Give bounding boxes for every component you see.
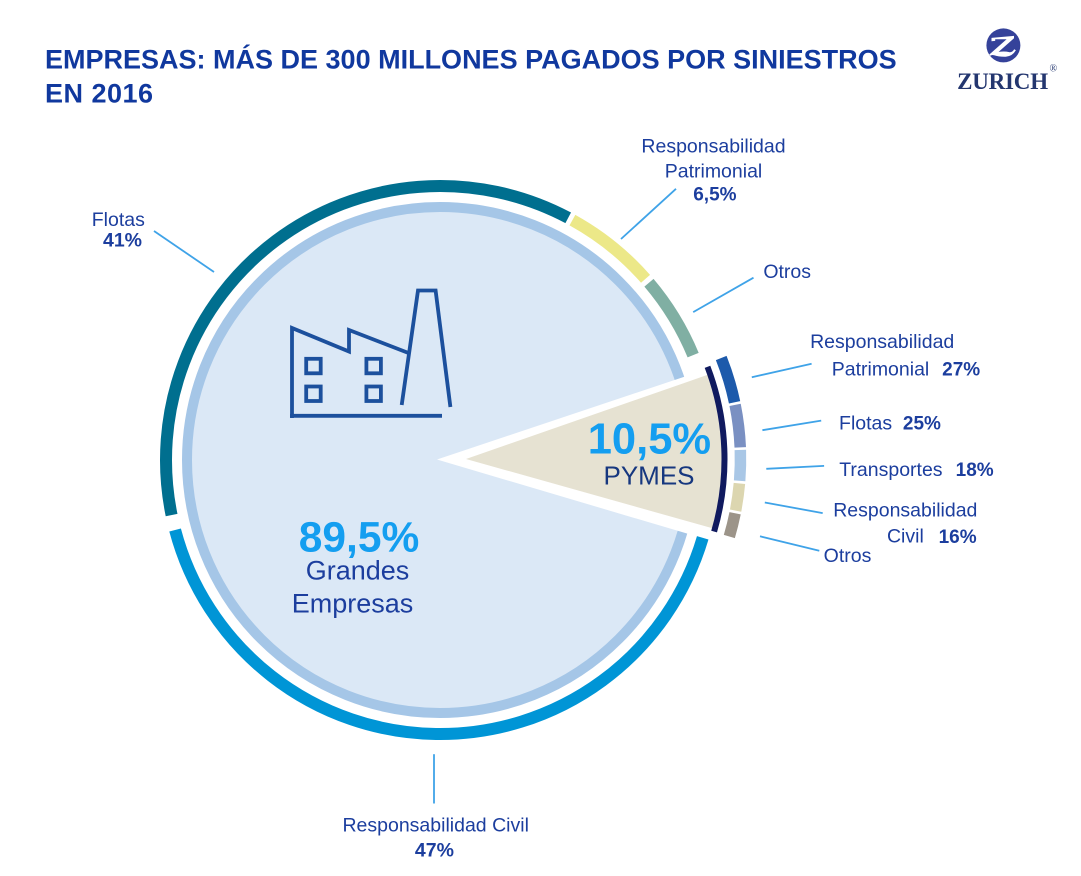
svg-text:Responsabilidad: Responsabilidad xyxy=(833,500,977,522)
svg-text:27%: 27% xyxy=(942,360,980,381)
svg-text:18%: 18% xyxy=(956,460,994,481)
svg-text:Flotas: Flotas xyxy=(92,209,145,231)
svg-text:47%: 47% xyxy=(415,840,454,862)
svg-text:41%: 41% xyxy=(103,229,142,251)
svg-text:Transportes: Transportes xyxy=(839,459,943,481)
svg-text:Patrimonial: Patrimonial xyxy=(665,160,763,182)
svg-text:EMPRESAS: MÁS DE 300 MILLONES: EMPRESAS: MÁS DE 300 MILLONES PAGADOS PO… xyxy=(45,44,897,75)
svg-text:Responsabilidad: Responsabilidad xyxy=(810,331,954,353)
svg-text:89,5%: 89,5% xyxy=(299,515,420,562)
svg-text:PYMES: PYMES xyxy=(603,461,694,491)
svg-text:16%: 16% xyxy=(939,527,977,548)
svg-text:25%: 25% xyxy=(903,414,941,435)
svg-text:Grandes: Grandes xyxy=(306,556,410,586)
svg-text:Patrimonial: Patrimonial xyxy=(832,359,930,381)
svg-text:EN 2016: EN 2016 xyxy=(45,79,154,109)
svg-text:Flotas: Flotas xyxy=(839,413,892,435)
svg-text:ZURICH: ZURICH xyxy=(957,69,1048,94)
svg-text:Responsabilidad Civil: Responsabilidad Civil xyxy=(342,815,528,837)
svg-text:Responsabilidad: Responsabilidad xyxy=(641,135,785,157)
svg-text:10,5%: 10,5% xyxy=(588,416,711,464)
svg-text:Civil: Civil xyxy=(887,526,924,548)
svg-text:®: ® xyxy=(1050,64,1058,75)
svg-text:Otros: Otros xyxy=(824,545,872,567)
svg-text:Empresas: Empresas xyxy=(292,589,414,619)
svg-text:Otros: Otros xyxy=(763,261,811,283)
svg-text:6,5%: 6,5% xyxy=(693,185,736,206)
